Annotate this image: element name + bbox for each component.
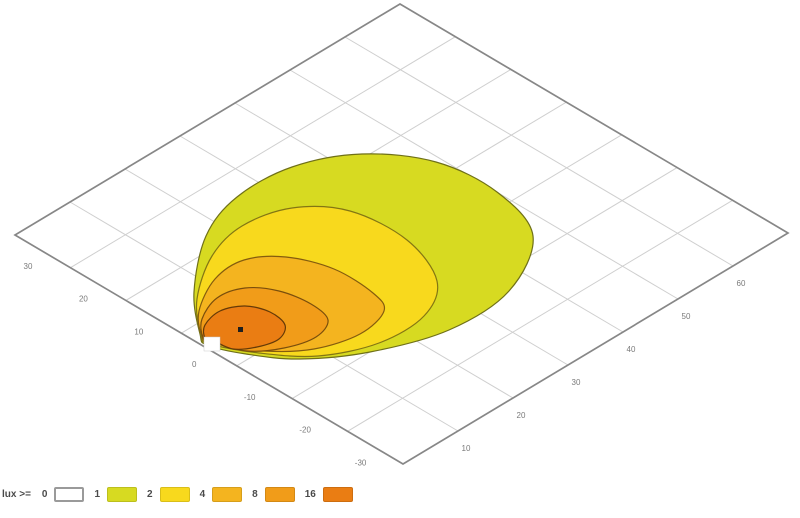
grid-line: [70, 36, 456, 269]
legend-swatch-16: [322, 487, 353, 502]
legend-items: 0 1 2 4 8 16: [39, 487, 353, 502]
left-axis-tick-label: 30: [24, 262, 33, 271]
legend-swatch-1: [107, 487, 138, 502]
right-axis-tick-label: 40: [627, 345, 636, 354]
right-axis-tick-label: 60: [737, 279, 746, 288]
hotspot-marker: [238, 327, 243, 332]
legend-value-1: 1: [94, 489, 101, 500]
lux-legend: lux >= 0 1 2 4 8 16: [2, 487, 353, 502]
lamp-notch: [203, 336, 221, 352]
right-axis-tick-label: 50: [682, 312, 691, 321]
legend-swatch-2: [159, 487, 190, 502]
legend-value-8: 8: [252, 489, 258, 500]
left-axis-tick-label: 20: [79, 295, 88, 304]
grid-line: [344, 36, 734, 267]
legend-swatch-4: [212, 487, 243, 502]
left-axis-tick-label: -30: [355, 458, 367, 467]
legend-value-4: 4: [199, 489, 206, 500]
grid-line: [347, 199, 733, 432]
legend-prefix-label: lux >=: [2, 489, 31, 500]
right-axis-tick-label: 20: [517, 411, 526, 420]
grid-border: [13, 3, 790, 465]
legend-swatch-8: [264, 487, 295, 502]
legend-value-16: 16: [304, 489, 316, 500]
left-axis-tick-label: -20: [299, 426, 311, 435]
left-axis-tick-label: 0: [192, 360, 197, 369]
left-axis-tick-label: -10: [244, 393, 256, 402]
legend-swatch-0: [54, 487, 85, 502]
isolux-contour-level-16: [202, 305, 286, 350]
right-axis-tick-label: 30: [572, 378, 581, 387]
legend-value-2: 2: [147, 489, 153, 500]
left-axis-tick-label: 10: [134, 327, 143, 336]
legend-value-0: 0: [41, 489, 48, 500]
right-axis-tick-label: 10: [462, 444, 471, 453]
